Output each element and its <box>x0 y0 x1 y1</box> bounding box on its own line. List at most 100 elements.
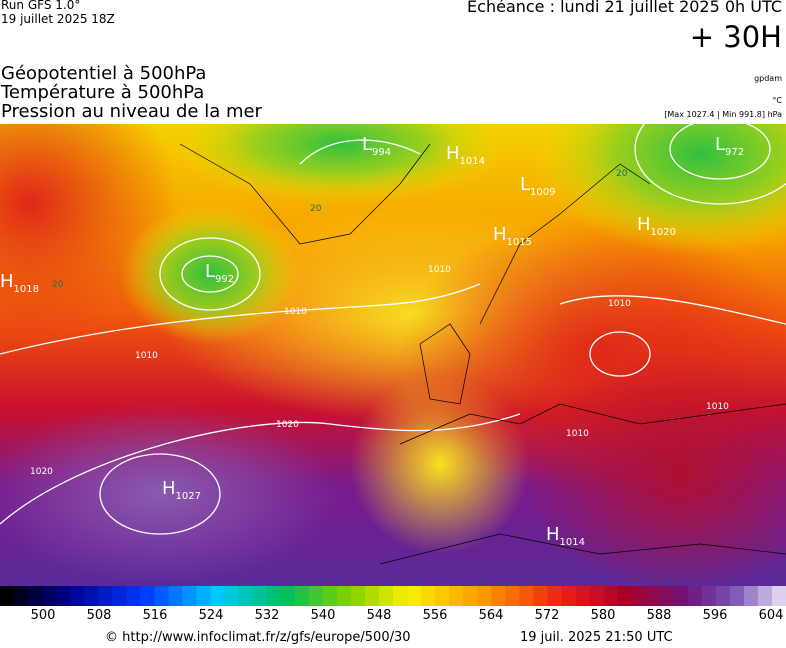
system-kind: H <box>162 478 176 499</box>
isobar-label: 1010 <box>706 402 729 412</box>
valid-time: Echéance : lundi 21 juillet 2025 0h UTC <box>467 0 782 16</box>
color-swatch <box>294 586 310 606</box>
color-swatch <box>519 586 534 606</box>
pressure-system: L992 <box>205 261 234 285</box>
color-swatch <box>168 586 183 606</box>
source-url: © http://www.infoclimat.fr/z/gfs/europe/… <box>105 630 411 645</box>
color-swatch <box>659 586 675 606</box>
color-swatch <box>56 586 71 606</box>
colorbar-label: 604 <box>758 608 784 623</box>
color-swatch <box>266 586 282 606</box>
color-swatch <box>126 586 141 606</box>
color-swatch <box>477 586 492 606</box>
colorbar-label: 524 <box>198 608 224 623</box>
color-swatch <box>701 586 717 606</box>
system-kind: H <box>446 143 460 164</box>
color-swatch <box>70 586 85 606</box>
isobar-label: 1020 <box>276 420 299 430</box>
color-swatch <box>561 586 576 606</box>
color-swatch <box>350 586 366 606</box>
color-swatch <box>28 586 43 606</box>
color-swatch <box>407 586 422 606</box>
color-swatch <box>308 586 324 606</box>
isobar-label: 20 <box>52 280 64 290</box>
color-swatch <box>364 586 380 606</box>
pressure-system: H1014 <box>546 524 585 548</box>
isobar-label: 1010 <box>135 351 158 361</box>
layer: Température à 500hPa <box>1 82 205 103</box>
system-kind: H <box>0 271 14 292</box>
color-swatch <box>84 586 99 606</box>
system-kind: H <box>546 524 560 545</box>
color-swatch <box>98 586 113 606</box>
color-swatch <box>224 586 240 606</box>
isobar-label: 1010 <box>566 429 589 439</box>
color-swatch <box>280 586 296 606</box>
layer: Pression au niveau de la mer <box>1 101 262 122</box>
isobar-label: 20 <box>616 169 628 179</box>
color-swatch <box>154 586 169 606</box>
colorbar-label: 564 <box>478 608 504 623</box>
colorbar-label: 556 <box>422 608 448 623</box>
pressure-system: H1027 <box>162 478 201 502</box>
layer: Géopotentiel à 500hPa <box>1 63 207 84</box>
color-swatch <box>0 586 15 606</box>
system-value: 1027 <box>176 491 201 502</box>
colorbar-label: 500 <box>30 608 56 623</box>
color-swatch <box>14 586 29 606</box>
color-swatch <box>393 586 408 606</box>
system-kind: H <box>637 214 651 235</box>
colorbar-label: 580 <box>590 608 616 623</box>
color-swatch <box>196 586 212 606</box>
pressure-system: H1020 <box>637 214 676 238</box>
pressure-system: L972 <box>715 134 744 158</box>
color-swatch <box>336 586 352 606</box>
system-kind: L <box>520 174 530 195</box>
color-swatch <box>729 586 745 606</box>
colorbar-label: 548 <box>366 608 392 623</box>
color-swatch <box>421 586 436 606</box>
color-swatch <box>112 586 127 606</box>
color-swatch <box>757 586 773 606</box>
run-date: 19 juillet 2025 18Z <box>1 12 115 26</box>
color-swatch <box>715 586 731 606</box>
map: L994 H1014L1009L972H1018L992H1015H1020H10… <box>0 124 786 586</box>
color-swatch <box>140 586 155 606</box>
color-swatch <box>575 586 590 606</box>
isobar-label: 1010 <box>608 299 631 309</box>
system-kind: H <box>493 224 507 245</box>
system-kind: L <box>205 261 215 282</box>
color-swatch <box>547 586 562 606</box>
system-value: 992 <box>215 274 234 285</box>
color-swatch <box>238 586 254 606</box>
colorbar-label: 540 <box>310 608 336 623</box>
unit: °C <box>772 96 782 105</box>
color-swatch <box>322 586 338 606</box>
timestamp: 19 juil. 2025 21:50 UTC <box>520 630 673 645</box>
color-swatch <box>743 586 759 606</box>
system-value: 972 <box>725 147 744 158</box>
pressure-system: L994 <box>362 134 391 158</box>
colorbar-label: 532 <box>254 608 280 623</box>
pressure-system: H1015 <box>493 224 532 248</box>
system-value: 1020 <box>651 227 676 238</box>
colorbar-label: 508 <box>86 608 112 623</box>
isobar-label: 20 <box>310 204 322 214</box>
color-swatch <box>463 586 478 606</box>
color-swatch <box>687 586 703 606</box>
colorbar-label: 516 <box>142 608 168 623</box>
colorbar-label: 572 <box>534 608 560 623</box>
system-kind: L <box>362 134 372 155</box>
system-value: 1015 <box>507 237 532 248</box>
color-swatch <box>603 586 619 606</box>
pressure-system: H1014 <box>446 143 485 167</box>
color-swatch <box>533 586 548 606</box>
pressure-system: H1018 <box>0 271 39 295</box>
colorbar-label: 588 <box>646 608 672 623</box>
color-swatch <box>449 586 464 606</box>
color-swatch <box>182 586 197 606</box>
colorbar <box>0 586 786 606</box>
color-swatch <box>252 586 268 606</box>
run: Run GFS 1.0° <box>1 0 81 12</box>
